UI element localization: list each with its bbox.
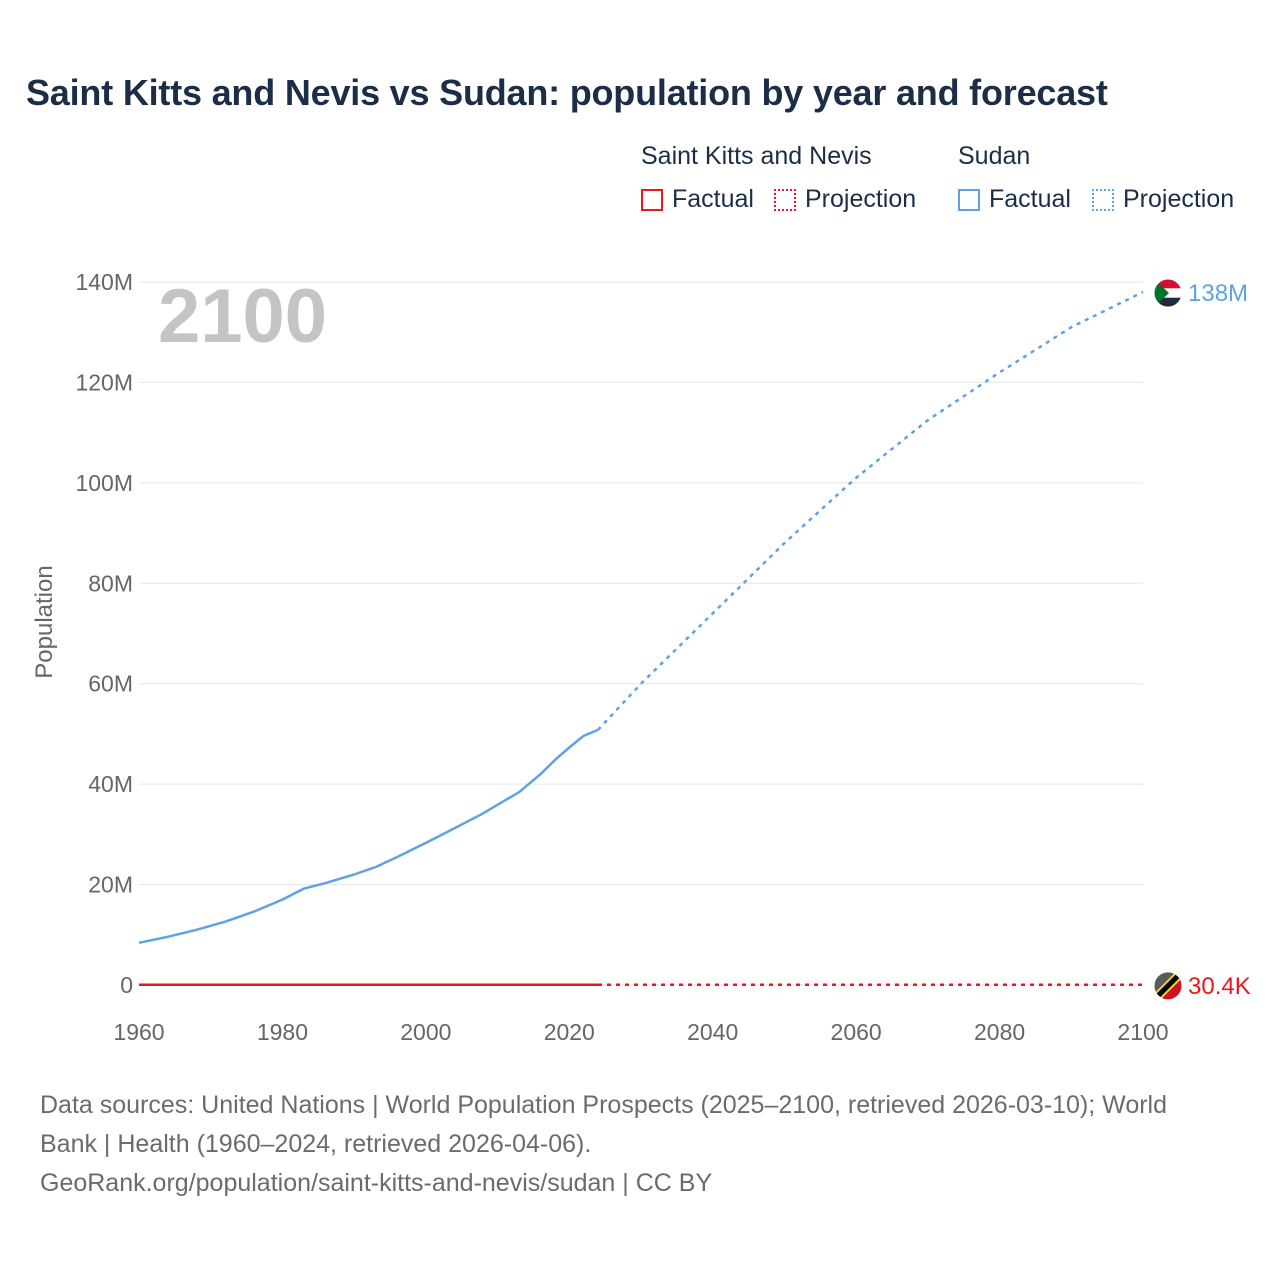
chart-title: Saint Kitts and Nevis vs Sudan: populati…: [26, 72, 1108, 113]
y-axis-label: Population: [31, 565, 58, 678]
x-tick-label: 2100: [1117, 1019, 1168, 1045]
series-line-sudan-factual[interactable]: [138, 728, 599, 945]
legend-item-factual[interactable]: Factual: [641, 185, 754, 214]
x-tick-label: 1960: [113, 1019, 164, 1045]
y-tick-label: 120M: [75, 369, 133, 395]
footer-line-2: Bank | Health (1960–2024, retrieved 2026…: [40, 1130, 592, 1158]
y-tick-label: 20M: [88, 872, 133, 898]
y-tick-label: 140M: [75, 269, 133, 295]
legend-label: Factual: [672, 185, 754, 213]
legend-label: Projection: [805, 185, 917, 213]
series-line-sudan-projection[interactable]: [597, 290, 1144, 731]
legend-group-title: Sudan: [958, 142, 1031, 170]
grid-lines: [139, 281, 1143, 986]
flag-icon-saint-kitts-and-nevis: [1153, 971, 1183, 1001]
footer-sources: Data sources: United Nations | World Pop…: [40, 1086, 1240, 1203]
y-tick-label: 60M: [88, 671, 133, 697]
legend-group-title: Saint Kitts and Nevis: [641, 142, 872, 170]
y-tick-label: 40M: [88, 771, 133, 797]
x-axis-ticks: 1960 1980 2000 2020 2040 2060 2080 2100: [113, 1019, 1168, 1045]
legend-item-factual[interactable]: Factual: [958, 185, 1071, 214]
end-markers: 30.4K 138M: [1153, 278, 1251, 1001]
series-lines: [138, 290, 1144, 987]
legend-swatch-projection: [1092, 188, 1114, 211]
legend-swatch-factual: [641, 188, 663, 211]
x-tick-label: 2000: [400, 1019, 451, 1045]
y-axis-ticks: 0 20M 40M 60M 80M 100M 120M 140M: [75, 269, 133, 998]
footer-line-3[interactable]: GeoRank.org/population/saint-kitts-and-n…: [40, 1169, 713, 1197]
end-label-sudan: 138M: [1188, 280, 1248, 307]
legend-item-projection[interactable]: Projection: [1092, 185, 1234, 214]
y-tick-label: 80M: [88, 570, 133, 596]
y-tick-label: 0: [120, 972, 133, 998]
flag-icon-sudan: [1153, 278, 1183, 308]
x-tick-label: 2040: [687, 1019, 738, 1045]
legend-swatch-factual: [958, 188, 980, 211]
legend-label: Factual: [989, 185, 1071, 213]
legend-label: Projection: [1123, 185, 1235, 213]
x-tick-label: 2020: [544, 1019, 595, 1045]
year-watermark: 2100: [158, 274, 327, 359]
legend-swatch-projection: [774, 188, 796, 211]
y-tick-label: 100M: [75, 470, 133, 496]
x-tick-label: 1980: [257, 1019, 308, 1045]
legend-item-projection[interactable]: Projection: [774, 185, 916, 214]
end-label-saint-kitts-and-nevis: 30.4K: [1188, 973, 1251, 1000]
x-tick-label: 2080: [974, 1019, 1025, 1045]
x-tick-label: 2060: [831, 1019, 882, 1045]
footer-line-1: Data sources: United Nations | World Pop…: [40, 1091, 1168, 1119]
